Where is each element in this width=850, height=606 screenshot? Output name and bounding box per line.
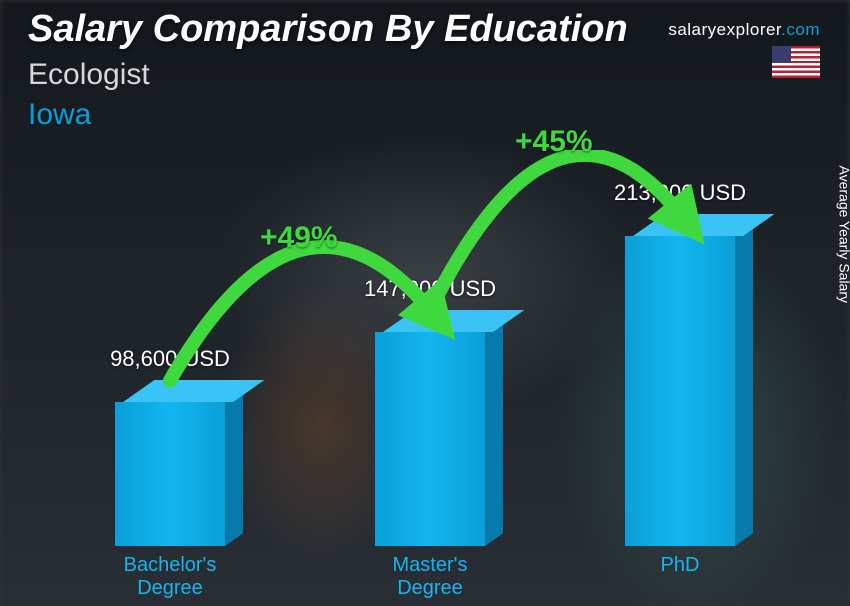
bar-label: Bachelor's Degree (124, 554, 217, 600)
bar-front (625, 236, 735, 546)
bar-label: PhD (661, 554, 700, 577)
bar-top (633, 214, 774, 236)
y-axis-label: Average Yearly Salary (836, 166, 850, 304)
bar-side (485, 319, 503, 546)
job-subtitle: Ecologist (28, 58, 150, 92)
bar-top (383, 310, 524, 332)
increase-pct: +45% (515, 125, 593, 159)
chart-canvas: Salary Comparison By Education Ecologist… (0, 0, 850, 606)
bar-value: 213,000 USD (614, 180, 746, 206)
us-flag-icon (772, 46, 820, 78)
bar-side (225, 389, 243, 546)
bar-side (735, 223, 753, 546)
brand-name: salaryexplorer (668, 20, 781, 39)
bar-label: Master's Degree (393, 554, 468, 600)
bar-front (375, 332, 485, 546)
bar (375, 332, 485, 546)
brand-logo: salaryexplorer.com (668, 20, 820, 40)
bar-chart: 98,600 USDBachelor's Degree147,000 USDMa… (60, 150, 780, 546)
bar-value: 98,600 USD (110, 346, 230, 372)
brand-suffix: .com (781, 20, 820, 39)
page-title: Salary Comparison By Education (28, 8, 628, 51)
bar-top (123, 380, 264, 402)
increase-pct: +49% (260, 221, 338, 255)
bar-front (115, 402, 225, 546)
bar (625, 236, 735, 546)
bar-value: 147,000 USD (364, 276, 496, 302)
region-label: Iowa (28, 98, 91, 132)
bar (115, 402, 225, 546)
